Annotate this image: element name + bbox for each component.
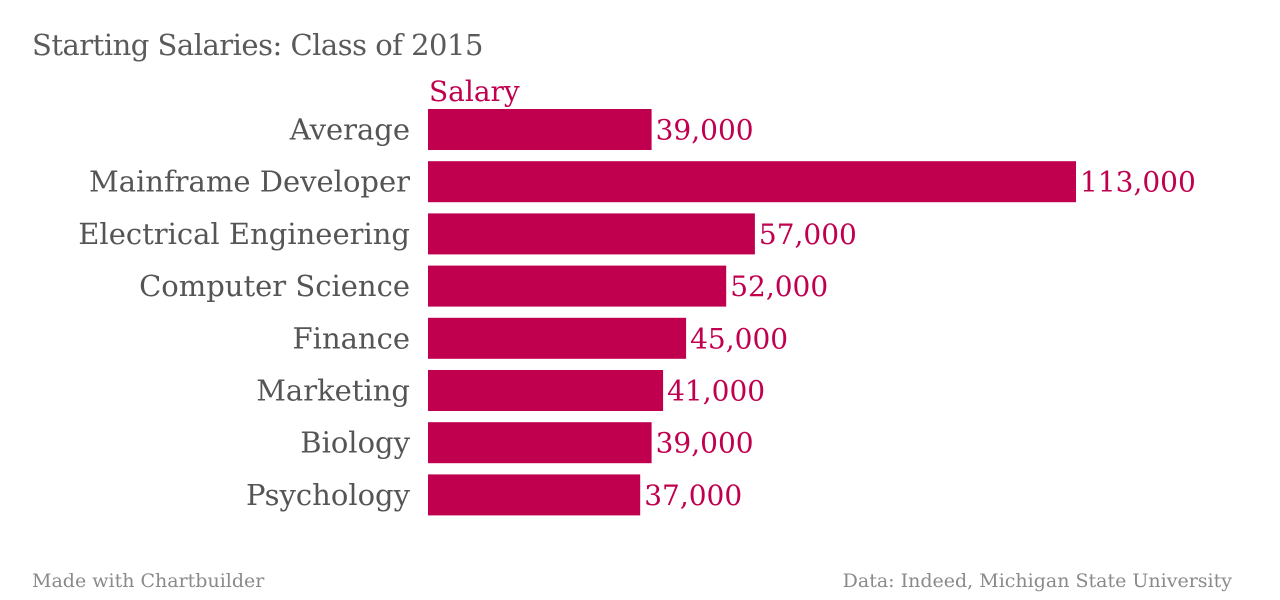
category-label: Biology (300, 426, 410, 460)
footer-source: Data: Indeed, Michigan State University (842, 570, 1232, 592)
value-label: 113,000 (1080, 166, 1196, 199)
value-label: 45,000 (690, 322, 788, 355)
category-label: Marketing (256, 374, 410, 408)
value-label: 39,000 (656, 114, 754, 147)
bar (428, 370, 664, 411)
value-label: 57,000 (759, 218, 857, 251)
chart-title: Starting Salaries: Class of 2015 (32, 28, 483, 62)
value-label: 52,000 (730, 270, 828, 303)
legend-series-label: Salary (429, 75, 520, 108)
bar (428, 213, 755, 255)
category-label: Electrical Engineering (78, 217, 410, 251)
footer-credit: Made with Chartbuilder (32, 570, 265, 592)
category-label: Average (289, 113, 410, 147)
category-label: Psychology (246, 478, 411, 512)
category-label: Computer Science (139, 269, 410, 303)
bar (428, 474, 641, 516)
value-label: 39,000 (656, 427, 754, 460)
bar (428, 265, 727, 307)
value-label: 41,000 (667, 375, 765, 408)
value-label: 37,000 (644, 479, 742, 512)
bar (428, 109, 652, 150)
category-label: Finance (293, 321, 410, 355)
bar (428, 422, 652, 464)
category-label: Mainframe Developer (89, 165, 410, 199)
bar (428, 161, 1076, 203)
bar (428, 317, 687, 359)
